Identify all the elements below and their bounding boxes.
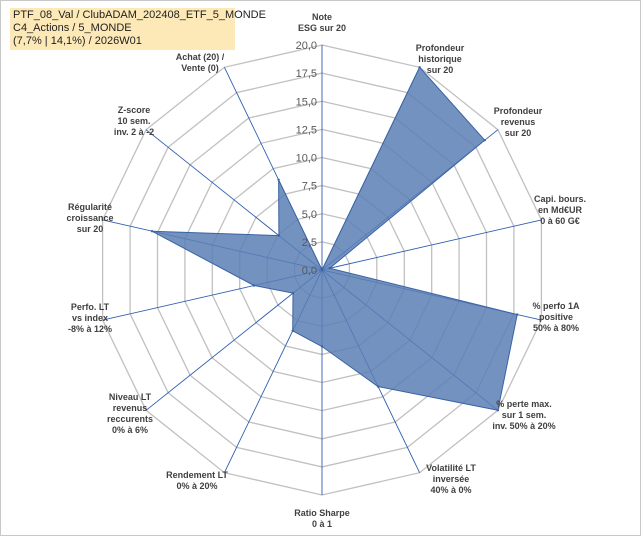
axis-label: % perte max. sur 1 sem. inv. 50% à 20% [492, 399, 555, 431]
axis-label-line: Profondeur [416, 43, 465, 53]
series-point [483, 139, 486, 142]
axis-label-line: positive [539, 312, 573, 322]
axis-label-line: Vente (0) [181, 63, 219, 73]
axis-label: Régularité croissance sur 20 [66, 202, 113, 234]
tick-label: 7,5 [302, 181, 317, 193]
axis-label-line: inv. 2 à -2 [114, 127, 154, 137]
series-point [320, 345, 324, 348]
axis-label: Volatilité LT inversée 40% à 0% [426, 463, 476, 495]
axis-label-line: 50% à 80% [533, 323, 579, 333]
chart-title-line-3: (7,7% | 14,1%) / 2026W01 [13, 35, 142, 47]
axis-label-line: Régularité [68, 202, 112, 212]
series-point [291, 291, 295, 295]
axis-label-line: sur 20 [505, 128, 532, 138]
axis-label: Niveau LT revenus reccurents 0% à 6% [107, 392, 153, 435]
axis-label-line: sur 20 [427, 65, 454, 75]
series-point [376, 385, 380, 388]
series-point [291, 329, 294, 332]
axis-label-line: Achat (20) / [176, 52, 225, 62]
series-point [496, 409, 500, 412]
axis-label-line: 0% à 6% [112, 425, 148, 435]
tick-label: 5,0 [302, 209, 317, 221]
axis-label-line: ESG sur 20 [298, 23, 346, 33]
axis-label-line: 40% à 0% [430, 485, 471, 495]
chart-title-line-1: PTF_08_Val / ClubADAM_202408_ETF_5_MONDE [13, 9, 266, 21]
tick-label: 10,0 [296, 153, 317, 165]
axis-label-line: sur 1 sem. [502, 410, 547, 420]
series-point [277, 178, 280, 181]
series-point [252, 284, 256, 287]
axis-label: Ratio Sharpe 0 à 1 [294, 508, 350, 529]
radar-series [150, 66, 519, 412]
tick-label: 20,0 [296, 40, 317, 52]
axis-label-line: reccurents [107, 414, 153, 424]
axis-label: Rendement LT 0% à 20% [166, 470, 228, 491]
series-point [418, 66, 421, 69]
tick-label: 12,5 [296, 124, 317, 136]
radar-tick-labels: 0,0 2,5 5,0 7,5 10,0 12,5 15,0 17,5 20,0 [296, 40, 317, 277]
axis-label-line: revenus [501, 117, 536, 127]
axis-label-line: Profondeur [494, 106, 543, 116]
axis-label: Profondeur historique sur 20 [416, 43, 465, 75]
tick-label: 0,0 [302, 265, 317, 277]
tick-label: 15,0 [296, 96, 317, 108]
series-area [151, 66, 518, 411]
axis-label-line: Perfo. LT [71, 302, 110, 312]
axis-label: % perfo 1A positive 50% à 80% [532, 301, 580, 333]
axis-label-line: revenus [113, 403, 148, 413]
axis-label-line: % perfo 1A [532, 301, 580, 311]
series-point [277, 234, 281, 237]
axis-label-line: 0 à 60 G€ [540, 216, 580, 226]
axis-label-line: Ratio Sharpe [294, 508, 350, 518]
axis-label-line: Note [312, 12, 332, 22]
axis-label: Profondeur revenus sur 20 [494, 106, 543, 138]
series-point [150, 230, 154, 233]
axis-label-line: vs index [72, 313, 108, 323]
axis-label-line: Rendement LT [166, 470, 228, 480]
axis-label: Capi. bours. en Md€UR 0 à 60 G€ [534, 194, 586, 226]
series-point [320, 268, 324, 272]
axis-label-line: 0 à 1 [312, 519, 332, 529]
axis-label-line: en Md€UR [538, 205, 583, 215]
axis-label-line: inv. 50% à 20% [492, 421, 555, 431]
series-point [516, 313, 519, 316]
chart-title-box: PTF_08_Val / ClubADAM_202408_ETF_5_MONDE… [10, 8, 266, 50]
axis-label-line: 0% à 20% [176, 481, 217, 491]
series-point [328, 267, 331, 270]
axis-label: Perfo. LT vs index -8% à 12% [68, 302, 112, 334]
axis-label-line: Volatilité LT [426, 463, 476, 473]
axis-label: Z-score 10 sem. inv. 2 à -2 [114, 105, 154, 137]
tick-label: 17,5 [296, 68, 317, 80]
axis-spoke [321, 219, 542, 271]
axis-label-line: croissance [66, 213, 113, 223]
axis-label-line: Niveau LT [109, 392, 152, 402]
axis-label-line: historique [418, 54, 462, 64]
axis-label-line: sur 20 [77, 224, 104, 234]
axis-label-line: 10 sem. [117, 116, 150, 126]
axis-label-line: Capi. bours. [534, 194, 586, 204]
tick-label: 2,5 [302, 237, 317, 249]
axis-label: Note ESG sur 20 [298, 12, 346, 33]
axis-label-line: -8% à 12% [68, 324, 112, 334]
axis-label-line: inversée [433, 474, 470, 484]
axis-label-line: % perte max. [496, 399, 552, 409]
axis-label-line: Z-score [118, 105, 151, 115]
chart-title-line-2: C4_Actions / 5_MONDE [13, 22, 132, 34]
